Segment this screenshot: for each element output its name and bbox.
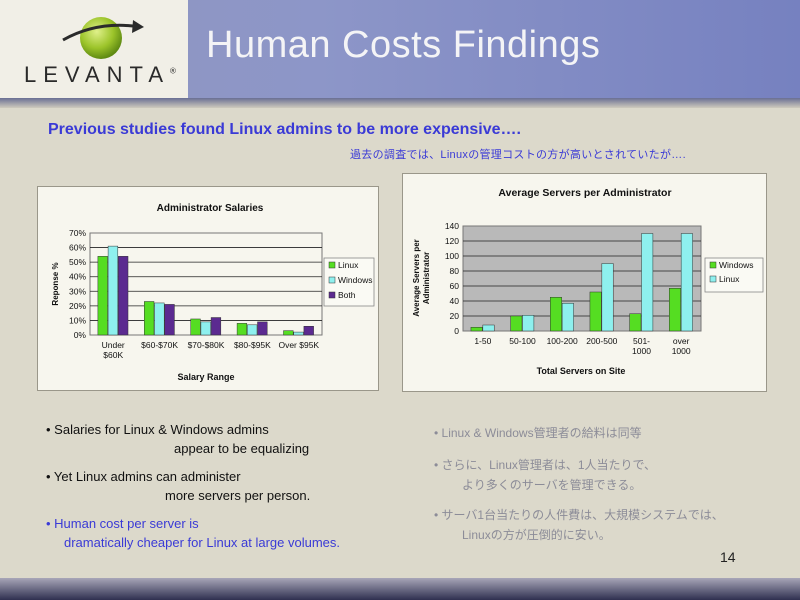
y-tick-label: 10% xyxy=(69,315,86,325)
y-tick-label: 70% xyxy=(69,228,86,238)
x-tick-label: 1000 xyxy=(672,346,691,356)
bar-linux xyxy=(144,301,155,336)
subheading-japanese: 過去の調査では、Linuxの管理コストの方が高いとされていたが…. xyxy=(350,149,686,161)
x-axis-label: Salary Range xyxy=(177,372,234,382)
bar-both xyxy=(303,326,314,336)
salary-chart: Administrator Salaries 0% 10% 20% 30% 40% 50% 6… xyxy=(51,203,375,382)
x-tick-label: over xyxy=(673,336,690,346)
y-tick-label: 140 xyxy=(445,221,459,231)
bar-windows xyxy=(510,315,523,332)
logo: LEVANTA® xyxy=(0,0,188,98)
x-tick-label: 200-500 xyxy=(586,336,617,346)
bullet-jp-servers: • さらに、Linux管理者は、1人当たりで、 より多くのサーバを管理できる。 xyxy=(434,458,657,492)
x-tick-label: $60-$70K xyxy=(141,340,178,350)
bullet-salaries: • Salaries for Linux & Windows admins ap… xyxy=(46,422,310,456)
legend-swatch-both xyxy=(328,291,336,299)
bullet-jp-human-cost: • サーバ1台当たりの人件費は、大規模システムでは、 Linuxの方が圧倒的に安… xyxy=(434,508,724,542)
x-tick-label: 1000 xyxy=(632,346,651,356)
legend-label-linux: Linux xyxy=(719,274,740,284)
logo-text: LEVANTA® xyxy=(24,62,176,87)
bar-linux xyxy=(680,233,693,332)
bar-both xyxy=(118,256,129,336)
legend-swatch-windows xyxy=(328,276,336,284)
x-axis-label: Total Servers on Site xyxy=(537,366,626,376)
bar-both xyxy=(257,321,268,336)
bar-windows xyxy=(550,297,562,332)
y-tick-label: 30% xyxy=(69,286,86,296)
bar-linux xyxy=(190,318,201,336)
legend-label-windows: Windows xyxy=(338,275,372,285)
y-tick-label: 20 xyxy=(450,311,460,321)
x-tick-label: $60K xyxy=(103,350,123,360)
y-axis-label: Reponse % xyxy=(51,262,60,305)
servers-chart-panel: Average Servers per Administrator 0 20 40 60… xyxy=(402,173,767,392)
bullet-jp-salaries: • Linux & Windows管理者の給料は同等 xyxy=(434,426,642,440)
page-title: Human Costs Findings xyxy=(206,24,601,66)
chart-title: Administrator Salaries xyxy=(157,203,264,214)
y-axis-label: Average Servers perAdministrator xyxy=(412,239,431,317)
bar-windows xyxy=(470,327,483,332)
y-tick-label: 0 xyxy=(454,326,459,336)
page-number: 14 xyxy=(720,549,736,565)
x-tick-label: 50-100 xyxy=(509,336,536,346)
x-tick-label: 100-200 xyxy=(547,336,578,346)
plot-area xyxy=(89,232,323,336)
bar-windows xyxy=(589,291,602,332)
x-tick-label: Over $95K xyxy=(278,340,319,350)
bar-linux xyxy=(561,303,574,332)
y-tick-label: 20% xyxy=(69,301,86,311)
bar-linux xyxy=(97,256,108,336)
bar-windows xyxy=(669,288,681,332)
subheading: Previous studies found Linux admins to b… xyxy=(48,121,521,138)
y-tick-label: 40 xyxy=(450,296,460,306)
y-tick-label: 60% xyxy=(69,243,86,253)
plot-area xyxy=(462,225,702,332)
salary-chart-panel: Administrator Salaries 0% 10% 20% 30% 40% 50% 6… xyxy=(37,186,379,391)
legend-label-both: Both xyxy=(338,290,356,300)
y-tick-label: 60 xyxy=(450,281,460,291)
legend-label-windows: Windows xyxy=(719,260,753,270)
legend-swatch-linux xyxy=(709,275,717,283)
bar-linux xyxy=(601,263,614,332)
chart-title: Average Servers per Administrator xyxy=(498,187,671,199)
x-tick-label: 1-50 xyxy=(474,336,491,346)
bullet-servers: • Yet Linux admins can administer more s… xyxy=(46,469,311,503)
y-tick-label: 40% xyxy=(69,272,86,282)
bar-windows xyxy=(154,302,165,336)
x-tick-label: $80-$95K xyxy=(234,340,271,350)
bullet-human-cost: • Human cost per server is dramatically … xyxy=(46,516,341,550)
bar-windows xyxy=(293,331,304,336)
bar-linux xyxy=(522,315,535,332)
bar-both xyxy=(210,317,222,336)
bar-windows xyxy=(107,245,119,336)
bar-linux xyxy=(641,233,654,332)
legend-swatch-linux xyxy=(328,261,336,269)
y-tick-label: 50% xyxy=(69,257,86,267)
bar-linux xyxy=(236,323,248,336)
y-tick-label: 80 xyxy=(450,266,460,276)
x-tick-label: Under xyxy=(102,340,125,350)
x-tick-label: $70-$80K xyxy=(188,340,225,350)
y-tick-label: 120 xyxy=(445,236,459,246)
y-tick-label: 100 xyxy=(445,251,459,261)
bar-linux xyxy=(283,330,294,336)
bar-windows xyxy=(247,324,258,336)
bar-linux xyxy=(482,324,495,332)
x-tick-label: 501- xyxy=(633,336,650,346)
y-tick-label: 0% xyxy=(74,330,87,340)
bar-both xyxy=(164,304,175,336)
footer-bar xyxy=(0,578,800,600)
legend-swatch-windows xyxy=(709,261,717,269)
header-divider xyxy=(0,98,800,108)
servers-chart: Average Servers per Administrator 0 20 40 60… xyxy=(412,187,764,376)
logo-swoosh-icon xyxy=(62,17,144,59)
bar-windows xyxy=(200,321,211,336)
bar-windows xyxy=(629,313,642,332)
legend-label-linux: Linux xyxy=(338,260,359,270)
